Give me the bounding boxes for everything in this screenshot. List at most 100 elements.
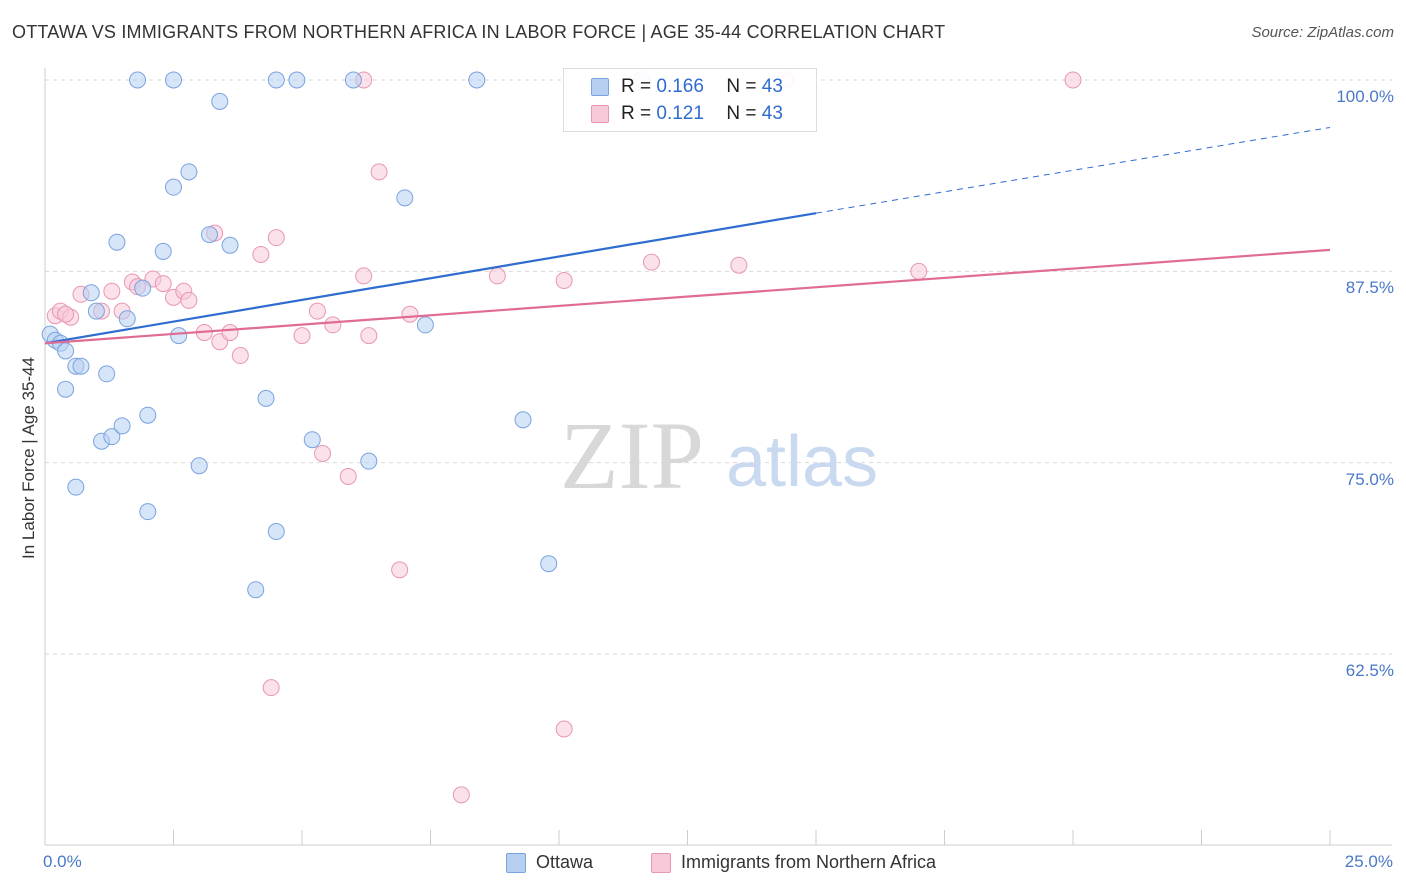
legend-n-label: N = xyxy=(726,103,757,124)
trend-lines xyxy=(44,126,1331,345)
point-immigrants xyxy=(221,324,239,342)
point-ottawa xyxy=(247,581,265,599)
watermark: ZIP atlas xyxy=(560,402,878,509)
point-ottawa xyxy=(165,71,182,89)
legend-label-ottawa: Ottawa xyxy=(535,852,593,872)
point-immigrants xyxy=(308,302,326,320)
legend-item-ottawa[interactable]: Ottawa xyxy=(470,852,593,873)
point-ottawa xyxy=(211,92,229,110)
y-tick-label: 100.0% xyxy=(1336,87,1394,106)
point-immigrants xyxy=(231,347,249,365)
legend-r-value: 0.121 xyxy=(656,103,704,124)
point-ottawa xyxy=(139,406,157,424)
point-immigrants xyxy=(252,245,270,263)
point-ottawa xyxy=(103,428,121,446)
point-ottawa xyxy=(108,233,126,251)
point-ottawa xyxy=(303,431,321,449)
legend-swatch-ottawa xyxy=(505,852,526,873)
point-ottawa xyxy=(396,189,414,207)
point-immigrants xyxy=(452,786,470,804)
watermark-atlas: atlas xyxy=(726,422,878,502)
point-ottawa xyxy=(134,279,152,297)
point-ottawa xyxy=(57,342,75,360)
watermark-zip: ZIP xyxy=(560,402,704,509)
point-ottawa xyxy=(170,327,188,345)
legend-row-immigrants: R = 0.121 N = 43 xyxy=(564,101,783,127)
point-ottawa xyxy=(113,417,131,435)
legend-n-value: 43 xyxy=(761,103,783,124)
point-immigrants xyxy=(555,272,573,290)
point-immigrants xyxy=(355,267,373,285)
legend-r-value: 0.166 xyxy=(656,76,704,97)
point-immigrants xyxy=(262,679,280,697)
y-tick-label: 75.0% xyxy=(1345,469,1394,489)
point-ottawa xyxy=(416,316,434,334)
source-label: Source: ZipAtlas.com xyxy=(1251,24,1394,41)
trend-immigrants xyxy=(44,248,1331,345)
point-ottawa xyxy=(514,411,532,429)
point-ottawa xyxy=(360,452,378,470)
trend-ottawa-extension xyxy=(815,126,1331,214)
point-ottawa xyxy=(257,389,275,407)
point-immigrants xyxy=(910,262,928,280)
legend-swatch-immigrants xyxy=(650,852,671,873)
point-immigrants xyxy=(103,282,121,300)
point-ottawa xyxy=(72,357,90,375)
point-ottawa xyxy=(67,478,85,496)
point-ottawa xyxy=(118,310,136,328)
point-ottawa xyxy=(165,178,182,196)
point-ottawa xyxy=(98,365,116,383)
point-immigrants xyxy=(555,720,573,738)
point-ottawa xyxy=(267,71,285,89)
point-ottawa xyxy=(344,71,362,89)
point-immigrants xyxy=(57,305,75,323)
point-immigrants xyxy=(154,275,172,293)
legend-swatch-immigrants xyxy=(591,105,609,123)
point-immigrants xyxy=(180,291,198,309)
legend-n-value: 43 xyxy=(761,76,783,97)
point-immigrants xyxy=(1064,71,1082,89)
point-ottawa xyxy=(540,555,558,573)
point-ottawa xyxy=(139,503,157,521)
legend-row-ottawa: R = 0.166 N = 43 xyxy=(564,74,783,100)
stats-legend: R = 0.166 N = 43 R = 0.121 N = 43 xyxy=(563,68,817,132)
point-ottawa xyxy=(87,302,105,320)
point-immigrants xyxy=(401,305,419,323)
axes xyxy=(44,68,1392,846)
legend-label-immigrants: Immigrants from Northern Africa xyxy=(680,852,937,872)
legend-item-immigrants[interactable]: Immigrants from Northern Africa xyxy=(615,852,936,873)
point-ottawa xyxy=(267,523,285,541)
point-ottawa xyxy=(288,71,306,89)
y-tick-label: 87.5% xyxy=(1345,278,1394,298)
point-immigrants xyxy=(488,267,506,285)
point-immigrants xyxy=(293,327,311,345)
point-ottawa xyxy=(154,242,172,260)
point-ottawa xyxy=(221,236,239,254)
point-immigrants xyxy=(339,467,357,485)
legend-r-label: R = xyxy=(621,76,652,97)
gridlines xyxy=(45,79,1392,655)
point-immigrants xyxy=(370,163,388,181)
point-immigrants xyxy=(267,229,285,247)
x-tick-min: 0.0% xyxy=(43,852,82,871)
legend-r-label: R = xyxy=(621,103,652,124)
point-immigrants xyxy=(324,316,342,334)
legend-n-label: N = xyxy=(726,76,757,97)
point-immigrants xyxy=(314,444,332,462)
point-ottawa xyxy=(200,226,218,244)
point-ottawa xyxy=(57,380,75,398)
point-immigrants xyxy=(360,327,378,345)
point-immigrants xyxy=(643,253,661,271)
point-immigrants xyxy=(730,256,748,274)
point-ottawa xyxy=(468,71,486,89)
point-ottawa xyxy=(129,71,147,89)
series-ottawa-points xyxy=(41,71,650,599)
point-ottawa xyxy=(82,284,100,302)
chart-title: OTTAWA VS IMMIGRANTS FROM NORTHERN AFRIC… xyxy=(12,22,946,42)
y-tick-label: 62.5% xyxy=(1345,661,1394,680)
x-tick-max: 25.0% xyxy=(1344,852,1393,871)
legend-swatch-ottawa xyxy=(591,78,609,96)
series-legend: Ottawa Immigrants from Northern Africa xyxy=(0,852,1406,873)
point-immigrants xyxy=(391,561,409,579)
